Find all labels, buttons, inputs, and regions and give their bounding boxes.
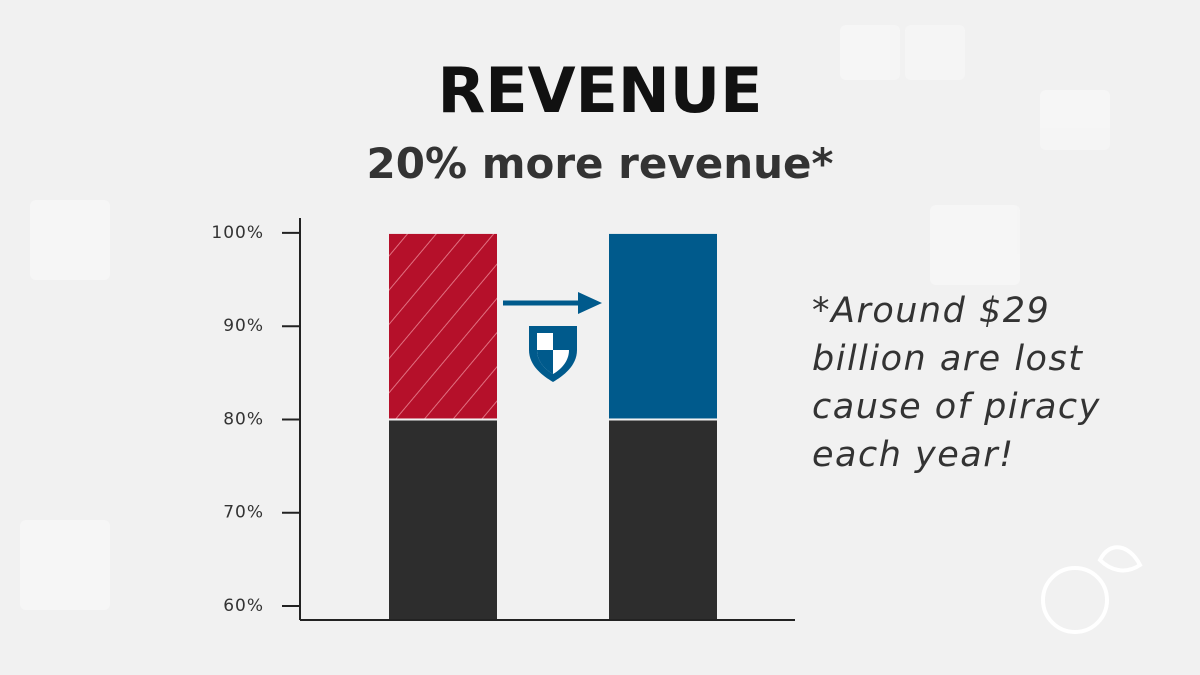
bar-segment [607, 231, 719, 421]
annotation-line: each year! [812, 435, 1015, 475]
chart-subtitle: 20% more revenue* [367, 139, 834, 188]
y-tick-label: 80% [223, 409, 264, 429]
annotation-line: *Around $29 [812, 291, 1050, 331]
annotation-line: cause of piracy [812, 387, 1101, 427]
annotation-line: billion are lost [812, 339, 1083, 379]
logo [1041, 545, 1143, 634]
y-tick-label: 90% [223, 316, 264, 336]
bar-segment [387, 418, 499, 622]
shield-icon [529, 326, 577, 382]
transfer-arrow [503, 292, 602, 314]
y-tick-label: 100% [211, 223, 264, 243]
chart-title: REVENUE [437, 54, 762, 127]
bar-segment [387, 231, 499, 421]
y-tick-label: 60% [223, 596, 264, 616]
background-tiles [20, 25, 1110, 610]
y-tick-label: 70% [223, 503, 264, 523]
bar-segment [607, 418, 719, 622]
